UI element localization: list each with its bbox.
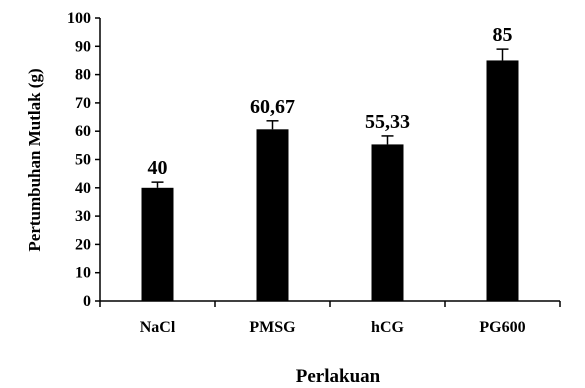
x-tick-label: PG600 — [479, 319, 525, 336]
y-axis: 0 10 20 30 40 50 60 70 80 90 100 — [67, 10, 101, 310]
y-tick-label: 100 — [67, 10, 91, 27]
y-tick-label: 10 — [75, 265, 91, 282]
y-tick-label: 60 — [75, 123, 91, 140]
x-tick-label: hCG — [371, 319, 404, 336]
y-axis-title: Pertumbuhan Mutlak (g) — [25, 68, 44, 251]
y-tick-label: 80 — [75, 67, 91, 84]
y-tick-label: 40 — [75, 180, 91, 197]
x-axis — [99, 300, 561, 307]
data-label: 60,67 — [250, 96, 295, 118]
y-tick-label: 70 — [75, 95, 91, 112]
bar-pg600 — [486, 60, 519, 302]
y-tick-label: 90 — [75, 38, 91, 55]
bar-nacl — [141, 187, 174, 301]
data-label: 85 — [493, 24, 513, 46]
bar-pmsg — [256, 129, 289, 301]
data-label: 55,33 — [365, 111, 410, 133]
bars: 40 NaCl 60,67 PMSG 55,33 hCG 85 PG600 — [140, 24, 526, 336]
bar-hcg — [371, 144, 404, 301]
y-tick-label: 0 — [83, 293, 91, 310]
x-tick-label: NaCl — [140, 319, 176, 336]
x-axis-title: Perlakuan — [296, 366, 381, 387]
y-tick-label: 20 — [75, 236, 91, 253]
y-tick-label: 30 — [75, 208, 91, 225]
data-label: 40 — [148, 157, 168, 179]
x-tick-label: PMSG — [249, 319, 296, 336]
y-tick-label: 50 — [75, 152, 91, 169]
